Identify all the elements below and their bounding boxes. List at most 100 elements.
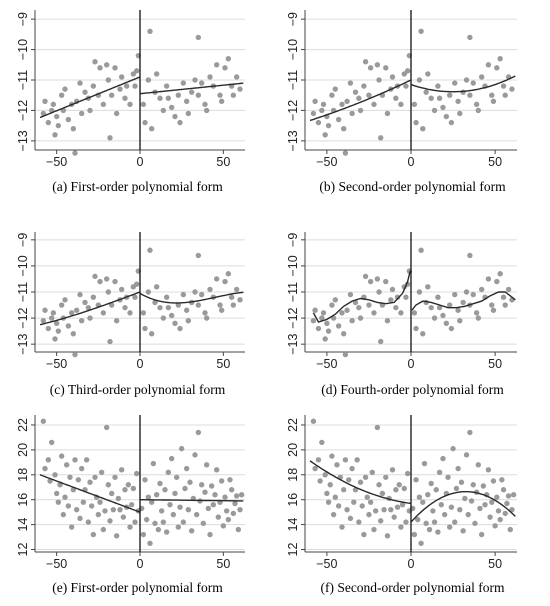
x-tick-label: 50: [488, 155, 502, 169]
y-tick-label: −9: [286, 12, 300, 26]
data-point: [120, 514, 127, 520]
data-point: [467, 429, 473, 436]
data-point: [389, 467, 396, 473]
data-point: [367, 278, 374, 285]
data-point: [73, 307, 80, 313]
data-point: [65, 323, 72, 329]
data-point: [492, 523, 498, 529]
data-point: [52, 472, 58, 478]
data-point: [177, 119, 183, 126]
data-point: [478, 74, 485, 80]
data-point: [356, 95, 362, 101]
data-point: [455, 465, 461, 472]
data-point: [339, 101, 345, 108]
data-point: [349, 317, 355, 324]
y-tick-label: −12: [286, 100, 300, 121]
data-point: [420, 499, 426, 505]
x-tick-label: 50: [216, 155, 230, 169]
data-point: [325, 499, 332, 505]
data-point: [487, 514, 493, 520]
data-point: [188, 528, 195, 534]
data-point: [218, 307, 225, 313]
data-point: [366, 302, 372, 308]
x-tick-label: −50: [46, 155, 67, 169]
data-point: [495, 508, 502, 514]
caption-c: (c) Third-order polynomial form: [49, 382, 226, 397]
data-point: [489, 302, 495, 308]
data-point: [48, 315, 55, 321]
data-point: [344, 307, 350, 313]
data-point: [92, 59, 98, 65]
data-point: [371, 526, 377, 533]
data-point: [329, 302, 335, 308]
data-point: [411, 310, 418, 316]
data-point: [160, 107, 167, 114]
data-point: [457, 506, 463, 513]
data-point: [115, 495, 122, 502]
data-point: [122, 304, 128, 311]
data-point: [92, 273, 98, 280]
data-point: [122, 487, 128, 493]
y-tick-label: −13: [286, 130, 300, 151]
data-point: [78, 317, 85, 324]
data-point: [208, 483, 215, 489]
data-point: [55, 328, 62, 334]
data-point: [448, 325, 455, 332]
data-point: [90, 83, 97, 89]
data-point: [100, 526, 107, 533]
data-point: [374, 424, 381, 431]
data-point: [490, 307, 497, 313]
data-point: [75, 477, 82, 483]
data-point: [157, 304, 163, 311]
data-point: [433, 487, 439, 493]
data-point: [494, 494, 500, 500]
data-point: [48, 439, 55, 446]
data-point: [436, 304, 443, 311]
data-point: [77, 291, 83, 298]
data-point: [153, 492, 160, 498]
data-point: [378, 338, 384, 345]
data-point: [460, 528, 466, 534]
data-point: [148, 331, 155, 337]
chart-a: −13 −12 −11 −10 −9 −50 0 50: [16, 10, 245, 169]
data-point: [123, 83, 130, 89]
data-point: [443, 113, 450, 120]
data-point: [147, 247, 153, 253]
data-point: [357, 107, 364, 114]
data-point: [213, 276, 220, 282]
data-point: [188, 89, 195, 95]
data-point: [40, 418, 47, 424]
data-point: [500, 487, 507, 493]
data-point: [237, 86, 243, 92]
x-tick-label: −50: [316, 155, 337, 169]
data-point: [398, 524, 404, 530]
data-point: [489, 92, 495, 98]
y-tick-label: −10: [286, 39, 300, 60]
data-point: [118, 467, 125, 473]
data-point: [125, 482, 132, 488]
data-point: [42, 465, 48, 472]
data-point: [192, 77, 198, 83]
data-point: [58, 453, 65, 459]
data-point: [68, 310, 75, 316]
data-point: [45, 325, 52, 332]
data-point: [391, 514, 397, 520]
chart-b: −13 −12 −11 −10 −9 −50 0 50: [286, 10, 517, 169]
y-tick-label: 18: [286, 468, 300, 482]
data-point: [446, 92, 453, 98]
data-point: [440, 312, 446, 319]
fit-line-right: [411, 75, 516, 93]
data-point: [312, 98, 318, 105]
data-point: [195, 302, 202, 308]
y-tick-label: −12: [286, 307, 300, 328]
data-point: [127, 310, 133, 316]
data-point: [452, 291, 458, 298]
y-tick-label: 12: [16, 543, 30, 557]
data-point: [448, 119, 455, 126]
data-point: [310, 110, 317, 117]
data-point: [207, 286, 213, 293]
data-point: [315, 119, 322, 126]
data-point: [505, 493, 512, 499]
data-point: [193, 511, 200, 518]
data-point: [168, 455, 175, 462]
